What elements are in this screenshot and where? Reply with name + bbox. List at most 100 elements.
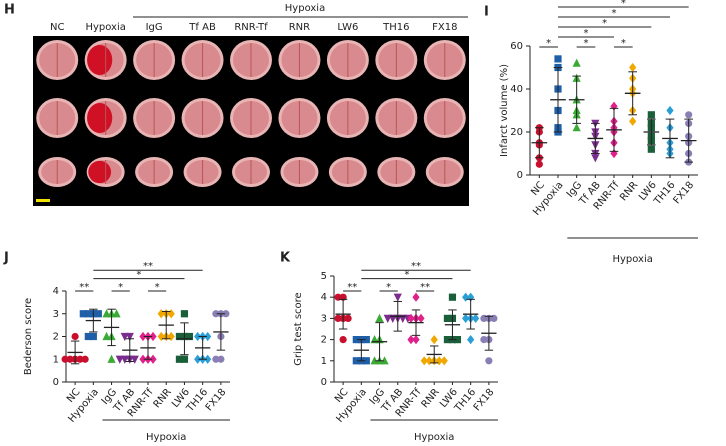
data-point — [412, 292, 420, 302]
x-tick-label: RNR — [618, 180, 640, 203]
data-point — [175, 355, 184, 363]
group-label: Hypoxia — [285, 3, 325, 14]
y-tick-label: 40 — [510, 84, 523, 95]
data-point — [591, 154, 600, 163]
data-point — [185, 332, 194, 341]
x-tick-label: RNR — [152, 387, 174, 410]
data-point — [370, 356, 379, 365]
data-point — [448, 293, 457, 301]
y-axis-label: Grip test score — [293, 292, 304, 365]
column-label: FX18 — [432, 22, 457, 33]
data-point — [94, 310, 102, 318]
data-point — [175, 332, 184, 341]
data-point — [443, 314, 452, 322]
data-point — [81, 355, 89, 363]
data-point — [120, 332, 129, 342]
data-point — [344, 314, 352, 322]
significance-label: * — [612, 8, 617, 19]
data-point — [647, 145, 655, 153]
data-point — [430, 335, 438, 345]
y-tick-label: 0 — [53, 377, 59, 388]
significance-label: * — [546, 38, 551, 49]
significance-label: ** — [347, 282, 357, 293]
data-point — [375, 313, 384, 322]
x-tick-label: RNR — [420, 387, 442, 410]
data-point — [204, 354, 212, 364]
significance-label: * — [404, 270, 409, 281]
scale-bar — [36, 199, 50, 202]
column-label: LW6 — [337, 22, 358, 33]
column-label: NC — [50, 22, 64, 33]
data-point — [61, 355, 69, 363]
data-point — [84, 310, 92, 318]
group-label: Hypoxia — [612, 254, 652, 265]
data-point — [84, 332, 92, 341]
x-tick-label: FX18 — [204, 387, 229, 413]
infarct — [87, 45, 113, 75]
data-point — [352, 357, 360, 365]
data-point — [212, 355, 220, 363]
data-point — [102, 331, 111, 341]
data-point — [440, 356, 448, 366]
data-point — [352, 336, 360, 344]
column-label: RNR-Tf — [234, 22, 268, 33]
data-point — [167, 309, 175, 319]
y-tick-label: 0 — [321, 377, 327, 388]
data-point — [139, 331, 147, 342]
significance-label: * — [118, 282, 123, 293]
data-point — [417, 313, 425, 323]
data-point — [453, 336, 462, 344]
data-point — [443, 336, 452, 344]
significance-label: * — [136, 270, 141, 281]
column-label: TH16 — [382, 22, 409, 33]
y-tick-label: 5 — [321, 271, 327, 282]
data-point — [554, 55, 562, 63]
data-point — [212, 310, 220, 318]
data-point — [572, 123, 581, 132]
significance-label: ** — [411, 261, 421, 272]
panel-letter: J — [3, 251, 9, 266]
data-point — [194, 331, 202, 342]
y-tick-label: 3 — [53, 309, 59, 320]
data-point — [535, 160, 543, 168]
data-point — [462, 313, 470, 323]
y-tick-label: 20 — [510, 127, 523, 138]
significance-label: * — [584, 28, 589, 39]
brain-sections — [36, 40, 466, 187]
significance-label: * — [584, 38, 589, 49]
y-axis-label: Infarct volume (%) — [499, 64, 510, 157]
data-point — [647, 111, 655, 119]
data-point — [462, 292, 470, 302]
data-point — [115, 355, 124, 364]
data-point — [362, 336, 370, 344]
data-point — [407, 313, 415, 323]
data-point — [412, 335, 420, 345]
significance-label: * — [621, 38, 626, 49]
data-point — [362, 357, 370, 365]
data-point — [222, 310, 230, 318]
significance-label: ** — [420, 282, 430, 293]
column-label: Hypoxia — [85, 22, 125, 33]
data-point — [167, 331, 175, 342]
data-point — [383, 314, 392, 323]
data-point — [180, 355, 189, 363]
data-point — [472, 313, 480, 323]
significance-label: ** — [79, 282, 89, 293]
y-tick-label: 2 — [321, 335, 327, 346]
data-point — [685, 111, 693, 119]
y-axis-label: Bederson score — [23, 298, 34, 375]
panel-letter: H — [4, 3, 15, 18]
data-point — [89, 332, 97, 341]
significance-label: * — [386, 282, 391, 293]
group-label: Hypoxia — [414, 432, 454, 443]
y-tick-label: 1 — [53, 354, 59, 365]
x-tick-label: FX18 — [672, 180, 697, 206]
x-tick-label: FX18 — [472, 387, 497, 413]
data-point — [157, 331, 165, 342]
y-tick-label: 0 — [517, 170, 523, 181]
data-point — [139, 354, 147, 364]
data-point — [420, 356, 428, 366]
data-point — [149, 354, 157, 364]
data-point — [485, 357, 493, 365]
group-label: Hypoxia — [146, 432, 186, 443]
